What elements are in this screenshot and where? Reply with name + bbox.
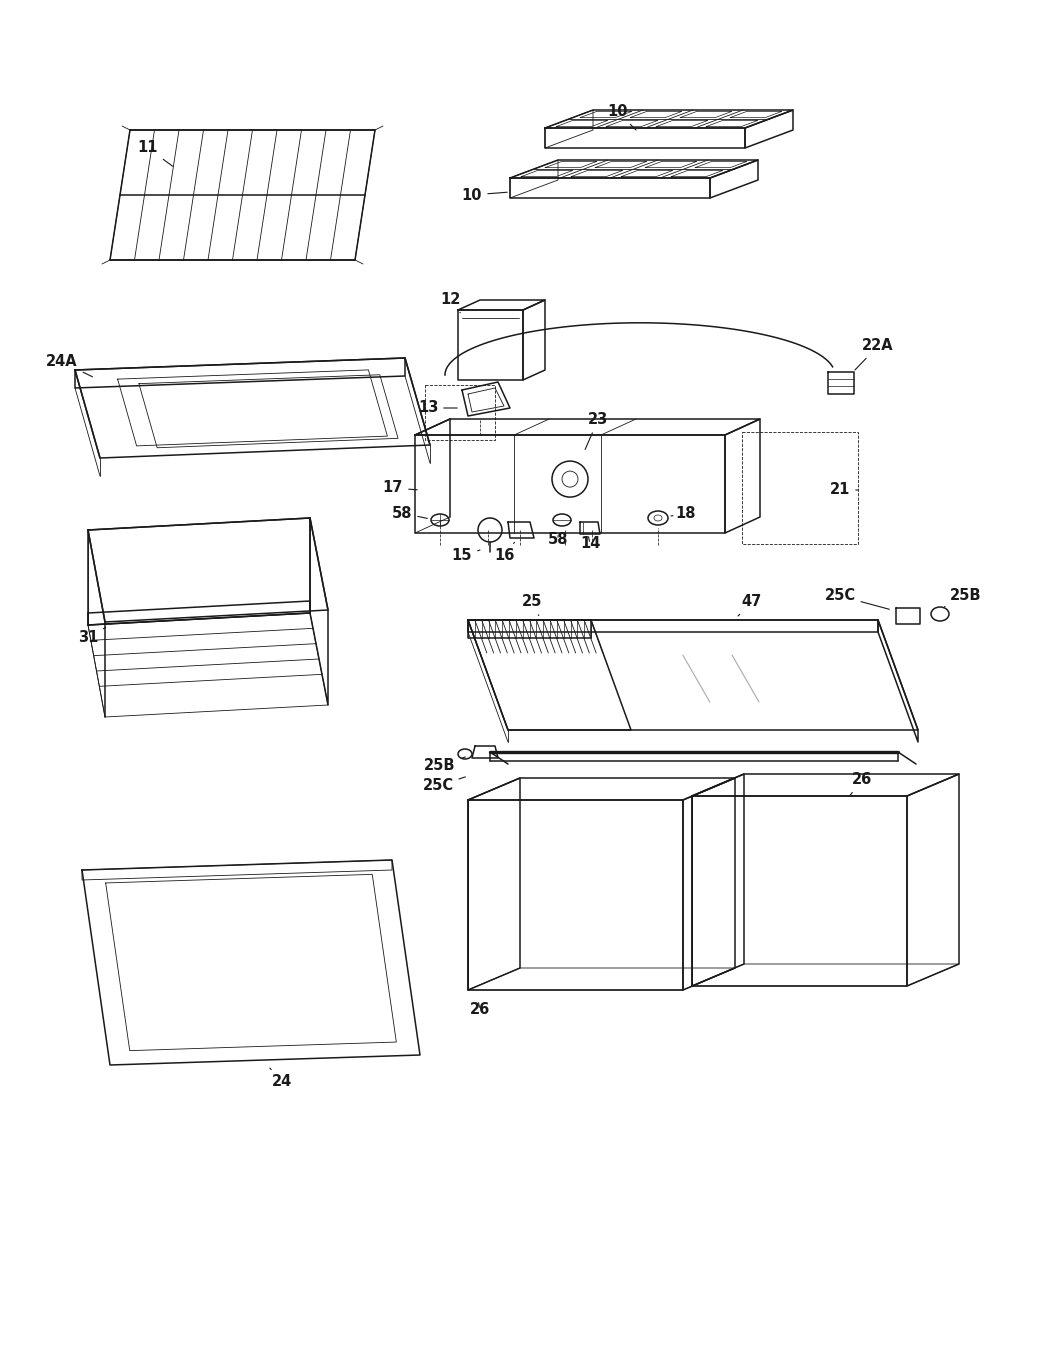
Text: 25B: 25B [424,757,465,774]
Text: 47: 47 [738,594,762,616]
Text: 15: 15 [452,549,480,564]
Text: 16: 16 [495,542,515,564]
Text: 14: 14 [580,536,600,552]
Text: 26: 26 [850,772,872,796]
Text: 13: 13 [418,401,457,416]
Text: 25C: 25C [825,589,889,609]
Text: 31: 31 [77,627,106,645]
Text: 10: 10 [607,104,636,130]
Text: 21: 21 [830,483,858,498]
Text: 25C: 25C [423,777,465,793]
Text: 24A: 24A [47,354,92,377]
Text: 12: 12 [440,292,460,313]
Text: 11: 11 [138,140,173,166]
Text: 25B: 25B [944,589,982,606]
Text: 22A: 22A [855,339,894,370]
Text: 24: 24 [270,1067,293,1089]
Text: 17: 17 [383,480,418,495]
Text: 18: 18 [671,506,696,521]
Text: 58: 58 [548,532,568,547]
Text: 58: 58 [392,505,427,520]
Bar [742,432,858,545]
Text: 26: 26 [470,1003,490,1018]
Text: 25: 25 [522,594,542,616]
Text: 10: 10 [462,188,508,203]
Text: 23: 23 [585,413,608,450]
